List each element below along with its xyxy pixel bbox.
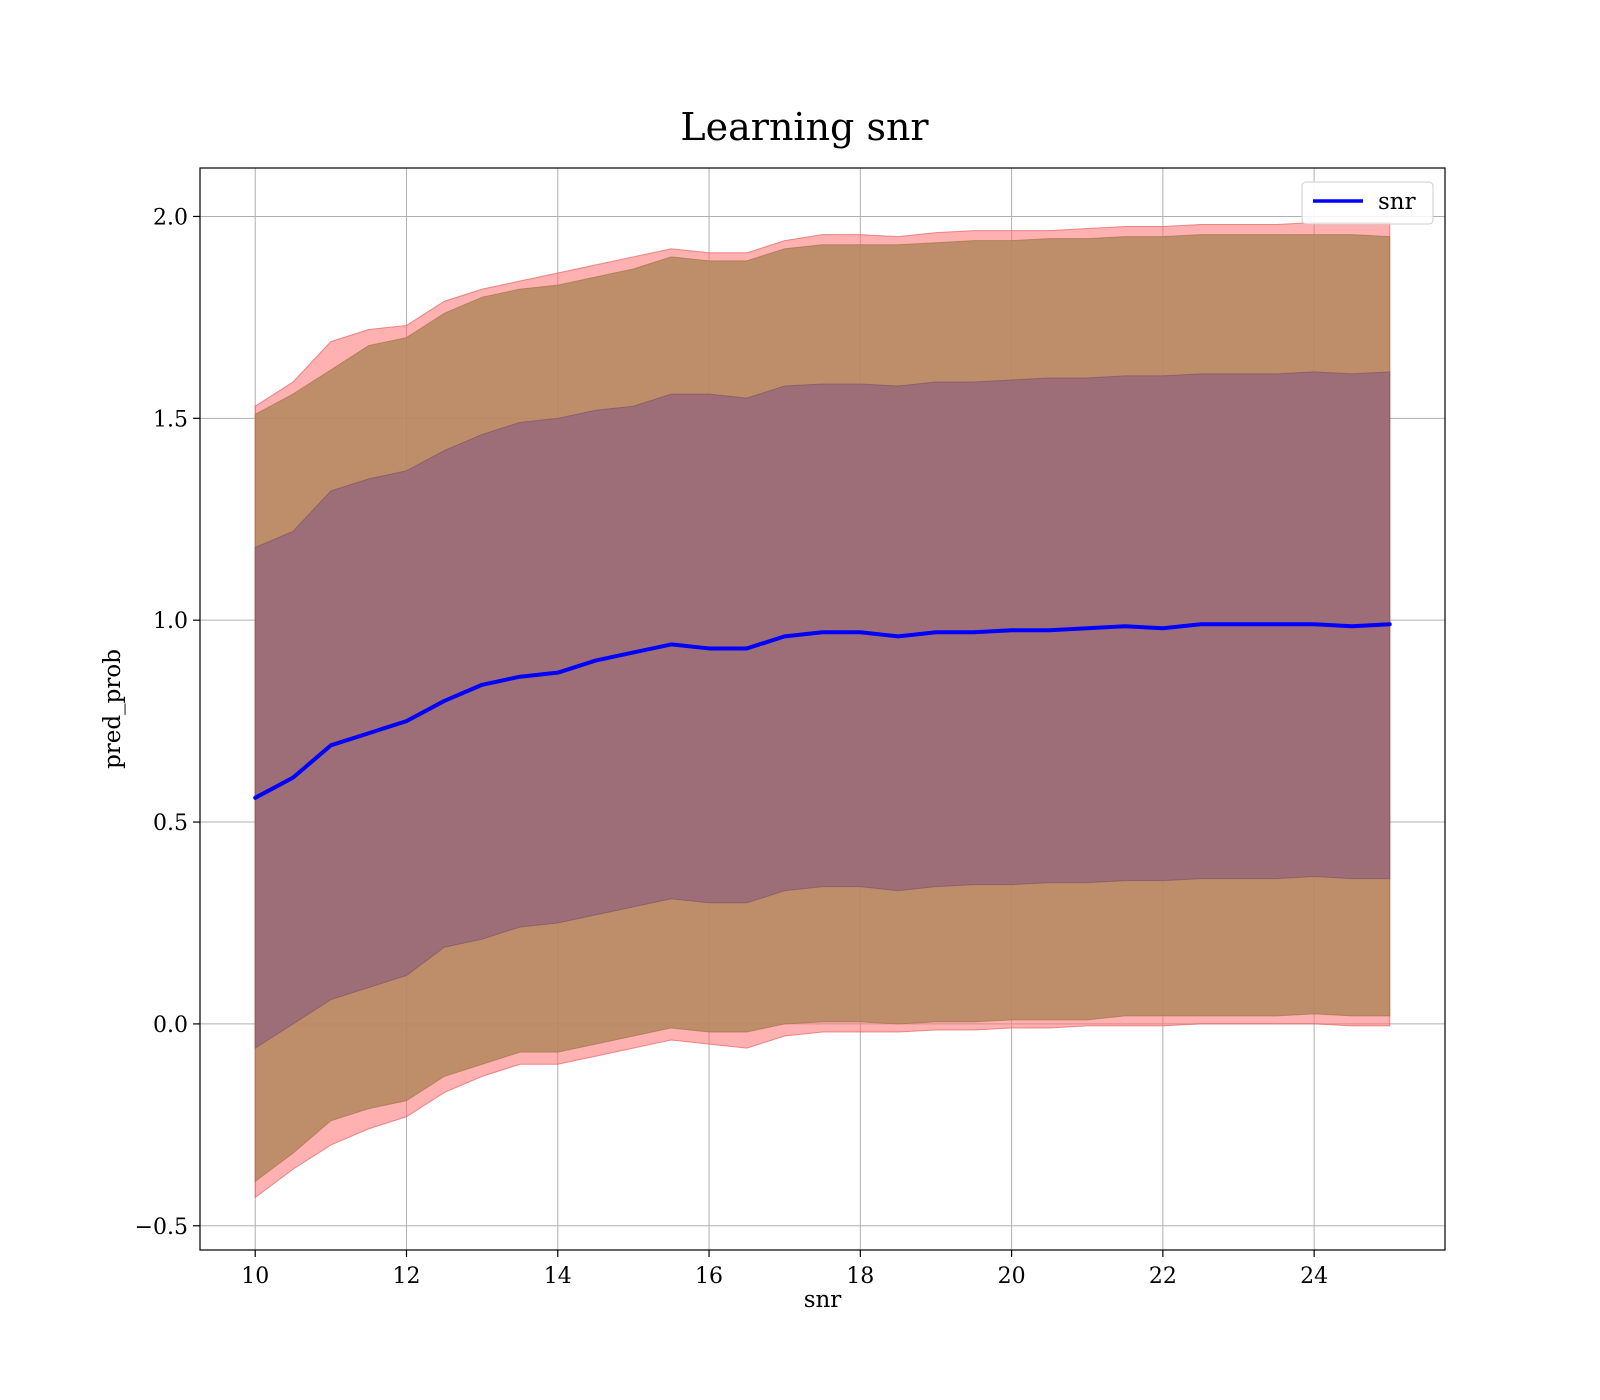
x-tick-label: 16 [695,1264,723,1289]
y-tick-label: 0.0 [153,1013,188,1038]
x-tick-label: 10 [241,1264,269,1289]
x-tick-label: 18 [846,1264,874,1289]
x-axis-label: snr [804,1287,842,1313]
plot-frame [199,167,1446,1251]
line-layer [253,622,1392,800]
x-tick-label: 12 [392,1264,420,1289]
legend-box [1301,181,1434,225]
series-line-snr [253,622,1392,800]
y-axis-label: pred_prob [100,649,126,769]
legend-label-snr: snr [1378,189,1416,215]
x-tick-label: 22 [1149,1264,1177,1289]
band-inner [254,371,1391,1050]
y-tick-label: 1.5 [153,407,188,432]
y-tick-label: 2.0 [153,205,188,230]
y-tick-label: 0.5 [153,811,188,836]
chart-title: Learning snr [680,105,929,149]
tick-layer: 10 12 14 16 18 20 22 24 −0.5 0.0 0.5 1.0 1.5 2.0 [135,205,1329,1289]
x-tick-label: 24 [1300,1264,1328,1289]
y-tick-label: −0.5 [135,1215,188,1240]
x-tick-label: 14 [544,1264,572,1289]
band-layer [254,222,1391,1199]
legend: snr [1301,181,1434,225]
y-tick-label: 1.0 [153,609,188,634]
x-tick-label: 20 [998,1264,1026,1289]
